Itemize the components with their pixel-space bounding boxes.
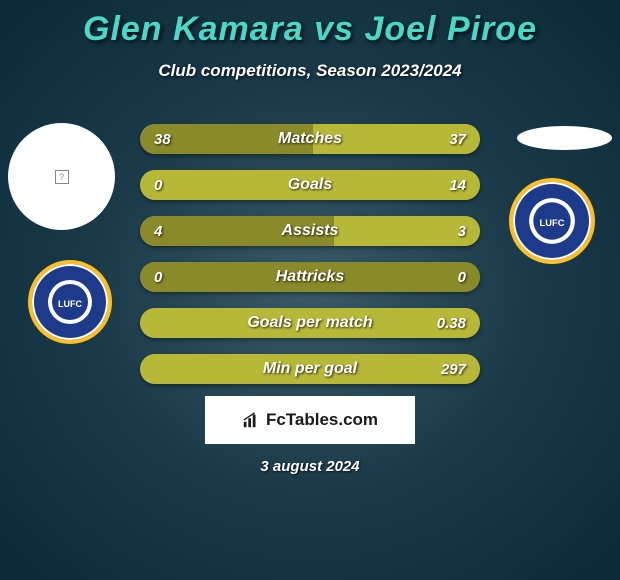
club-badge-right: LUFC xyxy=(509,178,595,264)
fctables-text: FcTables.com xyxy=(266,410,378,430)
stat-bar: 38Matches37 xyxy=(140,124,480,154)
fctables-icon xyxy=(242,411,260,429)
svg-text:LUFC: LUFC xyxy=(540,218,565,228)
stat-label: Min per goal xyxy=(140,360,480,378)
broken-image-icon: ? xyxy=(55,170,69,184)
svg-text:LUFC: LUFC xyxy=(58,299,82,309)
stat-bar: Min per goal297 xyxy=(140,354,480,384)
stat-label: Hattricks xyxy=(140,268,480,286)
stat-label: Assists xyxy=(140,222,480,240)
club-crest-icon: LUFC xyxy=(526,195,578,247)
comparison-subtitle: Club competitions, Season 2023/2024 xyxy=(0,61,620,81)
stat-bar: 4Assists3 xyxy=(140,216,480,246)
stat-bar: 0Goals14 xyxy=(140,170,480,200)
player-avatar-left: ? xyxy=(8,123,115,230)
stat-value-right: 0 xyxy=(458,269,466,286)
comparison-title: Glen Kamara vs Joel Piroe xyxy=(0,0,620,49)
stat-label: Goals per match xyxy=(140,314,480,332)
stat-value-right: 14 xyxy=(449,177,466,194)
fctables-watermark: FcTables.com xyxy=(205,396,415,444)
date-text: 3 august 2024 xyxy=(0,458,620,475)
player-avatar-right xyxy=(517,126,612,150)
stat-value-right: 37 xyxy=(449,131,466,148)
stat-label: Goals xyxy=(140,176,480,194)
club-crest-icon: LUFC xyxy=(45,277,95,327)
stat-value-right: 297 xyxy=(441,361,466,378)
club-badge-left: LUFC xyxy=(28,260,112,344)
stat-bar: 0Hattricks0 xyxy=(140,262,480,292)
stat-label: Matches xyxy=(140,130,480,148)
stat-value-right: 0.38 xyxy=(437,315,466,332)
stat-value-right: 3 xyxy=(458,223,466,240)
stat-bar: Goals per match0.38 xyxy=(140,308,480,338)
stats-container: 38Matches370Goals144Assists30Hattricks0G… xyxy=(140,124,480,400)
